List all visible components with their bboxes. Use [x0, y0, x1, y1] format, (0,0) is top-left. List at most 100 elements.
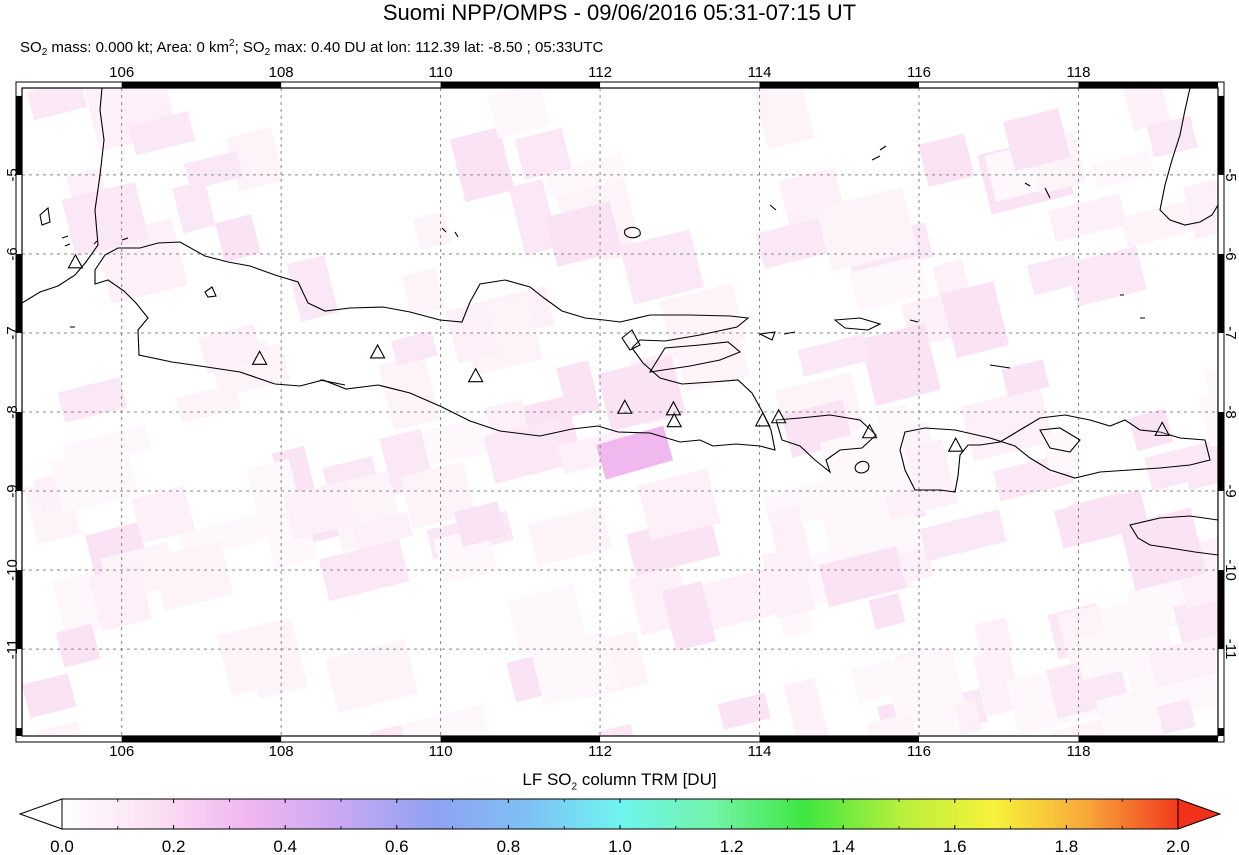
so2-pixel	[1128, 408, 1174, 452]
volcano-marker	[467, 367, 484, 383]
lat-tick-label-left: -10	[4, 559, 21, 581]
so2-pixel	[688, 566, 785, 634]
colorbar: 0.0 0.2 0.4 0.6 0.8 1.0 1.2 1.4 1.6 1.8 2.0	[18, 798, 1222, 855]
so2-summary: SO2 mass: 0.000 kt; Area: 0 km2; SO2 max…	[20, 35, 603, 62]
so2-pixel	[972, 647, 1024, 717]
lat-tick-label-left: -5	[4, 168, 21, 181]
so2-pixel	[848, 255, 929, 312]
lat-tick-label-left: -8	[4, 405, 21, 418]
mass-label: SO	[20, 39, 42, 56]
so2-pixel	[753, 88, 815, 150]
so2-pixel	[1041, 429, 1081, 476]
so2-pixel	[797, 333, 870, 377]
frame-bar	[1218, 570, 1224, 650]
so2-pixel	[242, 618, 309, 699]
so2-pixel	[449, 127, 515, 203]
frame-bar	[16, 95, 22, 175]
frame-bar	[1078, 82, 1218, 88]
coastlines	[22, 88, 1218, 556]
mass-subscript: 2	[41, 47, 48, 58]
so2-pixel	[128, 111, 196, 156]
frame-bar	[759, 736, 919, 742]
coastline-madura-islets	[758, 145, 1145, 369]
colorbar-title-pre: LF SO	[522, 770, 572, 789]
so2-pixel	[859, 323, 942, 406]
area-superscript: 2	[229, 38, 235, 49]
so2-pixel	[1053, 489, 1150, 549]
so2-pixel	[419, 416, 494, 467]
so2-pixel	[369, 724, 409, 736]
so2-pixel	[819, 423, 915, 508]
so2-pixel	[918, 133, 975, 187]
volcano-marker	[616, 399, 633, 414]
colorbar-tick-label: 0.4	[273, 837, 297, 855]
colorbar-tick-label: 1.4	[831, 837, 855, 855]
coastline-sumbawa	[899, 414, 1211, 493]
colorbar-tick-label: 2.0	[1166, 837, 1190, 855]
colorbar-tick-label: 1.8	[1055, 837, 1079, 855]
frame-bar	[759, 82, 919, 88]
volcano-marker	[770, 408, 787, 424]
max-subscript: 2	[264, 47, 271, 58]
so2-pixel	[55, 623, 101, 668]
so2-pixel	[1183, 172, 1218, 240]
lon-tick-label-bottom: 108	[269, 743, 294, 760]
so2-pixel	[286, 255, 339, 322]
so2-pixel	[1091, 150, 1156, 190]
so2-pixel	[1026, 254, 1082, 296]
coastline-sumba	[1129, 515, 1218, 556]
coastline-sumatra	[22, 88, 105, 304]
so2-pixel	[960, 387, 1054, 462]
so2-pixel	[445, 301, 500, 364]
so2-pixel	[1156, 698, 1196, 735]
so2-pixel	[1073, 627, 1137, 681]
colorbar-title-sub: 2	[571, 781, 578, 793]
so2-pixel	[816, 187, 918, 272]
so2-pixel	[755, 218, 828, 269]
lon-tick-label-bottom: 110	[429, 743, 453, 760]
axis-labels: 106 106 108 108 110 110 112 112 114 114 116 116 118 1…	[4, 64, 1239, 760]
so2-pixel	[131, 485, 195, 544]
colorbar-title: LF SO2 column TRM [DU]	[0, 770, 1239, 797]
colorbar-tick-label: 1.0	[608, 837, 632, 855]
lon-tick-label-bottom: 114	[748, 743, 772, 760]
lon-tick-label-bottom: 112	[588, 743, 612, 760]
so2-pixel	[487, 88, 551, 139]
so2-pixel	[1146, 115, 1198, 158]
so2-pixel	[62, 424, 152, 471]
coastline-bawean	[624, 226, 641, 239]
frame-bar	[16, 412, 22, 492]
coastline-java	[94, 241, 776, 451]
so2-pixel	[717, 692, 771, 730]
so2-pixel	[394, 704, 495, 736]
lat-tick-label-left: -6	[4, 247, 21, 260]
frame-bar	[1218, 412, 1224, 492]
frame-bar	[1218, 95, 1224, 175]
lon-tick-label-top: 114	[748, 64, 772, 81]
coastline-kangean	[833, 317, 882, 331]
so2-pixel	[26, 88, 88, 121]
so2-pixel	[868, 593, 906, 630]
frame-bar	[121, 82, 282, 88]
coastline-flores-west	[1039, 427, 1081, 453]
so2-pixel	[675, 334, 750, 392]
so2-pixel	[1003, 108, 1071, 172]
colorbar-tick-label: 0.8	[497, 837, 521, 855]
graticule	[22, 88, 1218, 736]
so2-pixel	[527, 506, 612, 567]
so2-pixel	[637, 468, 721, 540]
so2-pixel	[830, 487, 885, 563]
so2-pixel	[484, 399, 528, 436]
so2-pixel	[1095, 686, 1167, 736]
lat-tick-label-left: -11	[4, 639, 21, 660]
colorbar-tick-label: 0.0	[50, 837, 74, 855]
frame-bar	[16, 253, 22, 333]
so2-pixel	[198, 324, 263, 375]
colorbar-min-arrow	[18, 798, 63, 830]
colorbar-max-arrow	[1177, 798, 1222, 830]
so2-max-pixel	[595, 425, 674, 480]
so2-pixel	[283, 480, 357, 540]
coastline-bali	[775, 414, 877, 474]
volcano-marker	[251, 350, 268, 365]
so2-pixel	[508, 179, 560, 256]
